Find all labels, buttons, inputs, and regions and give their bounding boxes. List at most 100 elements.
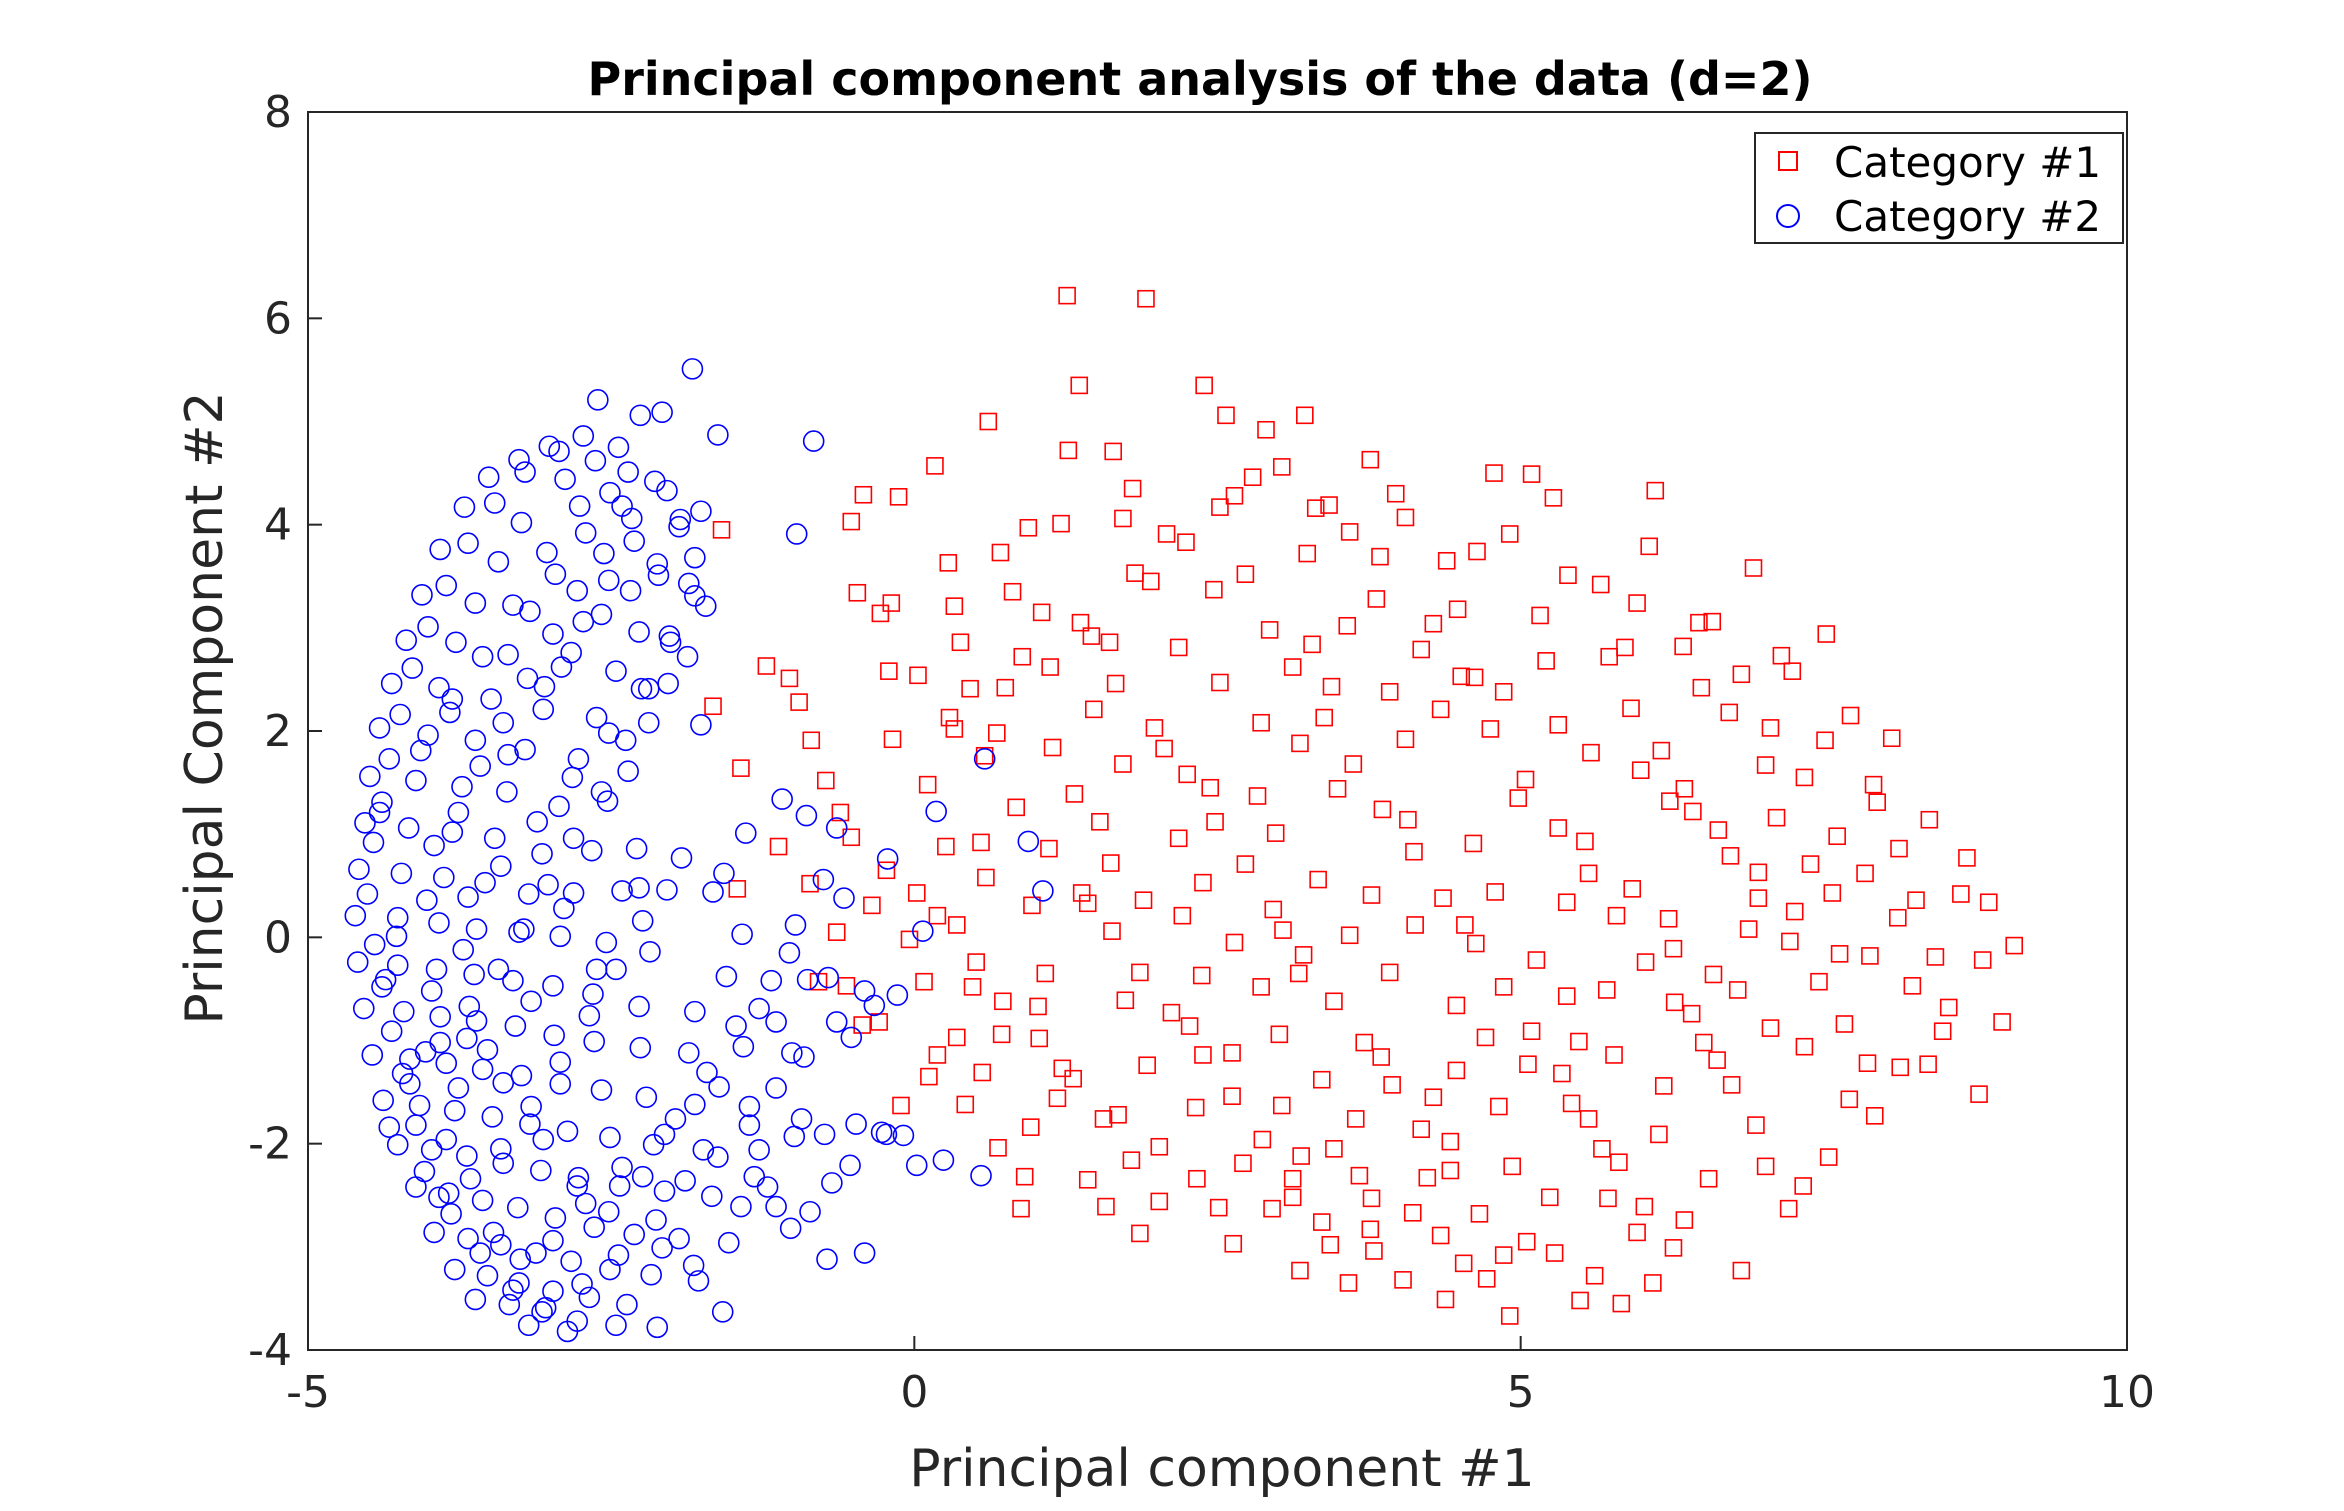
category-1-point	[1864, 775, 1883, 794]
category-2-point	[458, 995, 481, 1018]
category-2-point	[354, 812, 376, 834]
category-1-point	[1437, 551, 1456, 570]
category-2-point	[346, 951, 369, 973]
category-1-point	[972, 833, 990, 852]
category-2-point	[492, 1152, 515, 1175]
category-1-point	[1091, 812, 1109, 831]
category-2-point	[439, 701, 461, 724]
category-2-point	[611, 495, 633, 517]
category-1-point	[1272, 458, 1291, 476]
category-1-point	[1155, 739, 1173, 758]
category-1-point	[1591, 575, 1610, 594]
category-2-point	[423, 1221, 445, 1244]
category-2-point	[932, 1149, 955, 1171]
category-2-point	[393, 1000, 415, 1023]
category-2-point	[1017, 830, 1040, 853]
category-1-point	[831, 803, 850, 822]
category-1-point	[1856, 864, 1874, 883]
category-2-point	[574, 522, 597, 544]
category-1-point	[1545, 1244, 1564, 1262]
category-1-point	[1340, 523, 1359, 541]
category-2-point	[730, 1195, 752, 1218]
category-1-point	[1795, 1037, 1814, 1056]
category-1-point	[854, 485, 873, 504]
category-1-point	[1612, 1294, 1631, 1313]
category-2-point	[490, 1233, 512, 1256]
category-1-point	[1704, 965, 1723, 984]
category-2-point	[628, 995, 650, 1018]
category-1-point	[871, 604, 890, 623]
category-2-point	[525, 1242, 547, 1264]
category-1-point	[1579, 864, 1598, 883]
category-1-point	[1272, 1096, 1291, 1115]
category-1-point	[1201, 778, 1220, 797]
category-1-point	[1142, 572, 1160, 591]
category-2-point	[429, 538, 451, 561]
category-2-point	[630, 677, 653, 700]
category-2-point	[435, 1128, 458, 1151]
category-1-point	[1078, 1170, 1097, 1189]
category-1-point	[1465, 668, 1484, 687]
category-1-point	[1728, 981, 1747, 999]
category-1-point	[1810, 972, 1828, 991]
category-1-point	[1097, 1197, 1115, 1216]
category-2-point	[543, 1024, 565, 1047]
category-1-point	[1162, 1003, 1181, 1022]
category-1-point	[1406, 916, 1424, 934]
category-1-point	[1048, 1089, 1067, 1108]
category-2-point	[713, 862, 735, 885]
category-2-point	[583, 1216, 605, 1239]
category-1-point	[1340, 926, 1359, 945]
category-1-point	[1043, 738, 1062, 757]
category-2-point	[625, 837, 648, 860]
legend-square-marker-icon	[1778, 151, 1798, 171]
category-2-point	[599, 1258, 621, 1281]
category-1-point	[1003, 582, 1022, 601]
category-1-point	[1920, 810, 1939, 829]
category-1-point	[1579, 1110, 1598, 1128]
category-2-point	[925, 800, 947, 823]
category-1-point	[870, 1013, 888, 1031]
category-2-point	[453, 496, 476, 518]
category-2-point	[647, 564, 670, 587]
category-2-point	[692, 1139, 715, 1161]
category-2-point	[702, 881, 724, 903]
category-1-point	[1194, 1046, 1212, 1064]
category-2-point	[682, 1254, 705, 1277]
category-1-point	[1452, 667, 1471, 686]
category-2-point	[696, 1061, 718, 1084]
category-1-point	[1447, 1061, 1466, 1080]
category-2-point	[497, 743, 519, 766]
category-1-point	[1494, 682, 1513, 701]
category-2-point	[771, 788, 793, 810]
category-1-point	[1692, 678, 1711, 697]
category-1-point	[1260, 621, 1279, 639]
category-1-point	[1264, 900, 1283, 919]
category-2-point	[611, 880, 633, 902]
category-1-point	[920, 1067, 938, 1086]
category-1-point	[1494, 1246, 1513, 1264]
category-2-point	[653, 1180, 676, 1202]
category-2-point	[619, 579, 642, 602]
category-2-point	[731, 923, 753, 946]
category-1-point	[1907, 891, 1925, 909]
category-1-point	[1858, 1054, 1877, 1072]
category-1-point	[1607, 906, 1626, 925]
category-2-point	[637, 711, 660, 734]
category-1-point	[1468, 542, 1486, 561]
category-1-point	[1952, 885, 1970, 903]
category-2-point	[413, 1160, 436, 1183]
category-2-point	[687, 1270, 710, 1292]
category-1-point	[1783, 662, 1802, 680]
category-1-point	[1840, 1090, 1859, 1109]
category-1-point	[1571, 1291, 1589, 1310]
category-2-point	[572, 610, 595, 633]
category-1-point	[1622, 699, 1640, 718]
category-1-point	[1739, 920, 1758, 938]
category-1-point	[1623, 880, 1642, 898]
category-2-point	[734, 822, 757, 844]
category-2-point	[509, 1248, 532, 1271]
category-1-point	[1889, 908, 1907, 927]
category-1-point	[1106, 674, 1125, 693]
category-1-point	[1211, 673, 1229, 692]
